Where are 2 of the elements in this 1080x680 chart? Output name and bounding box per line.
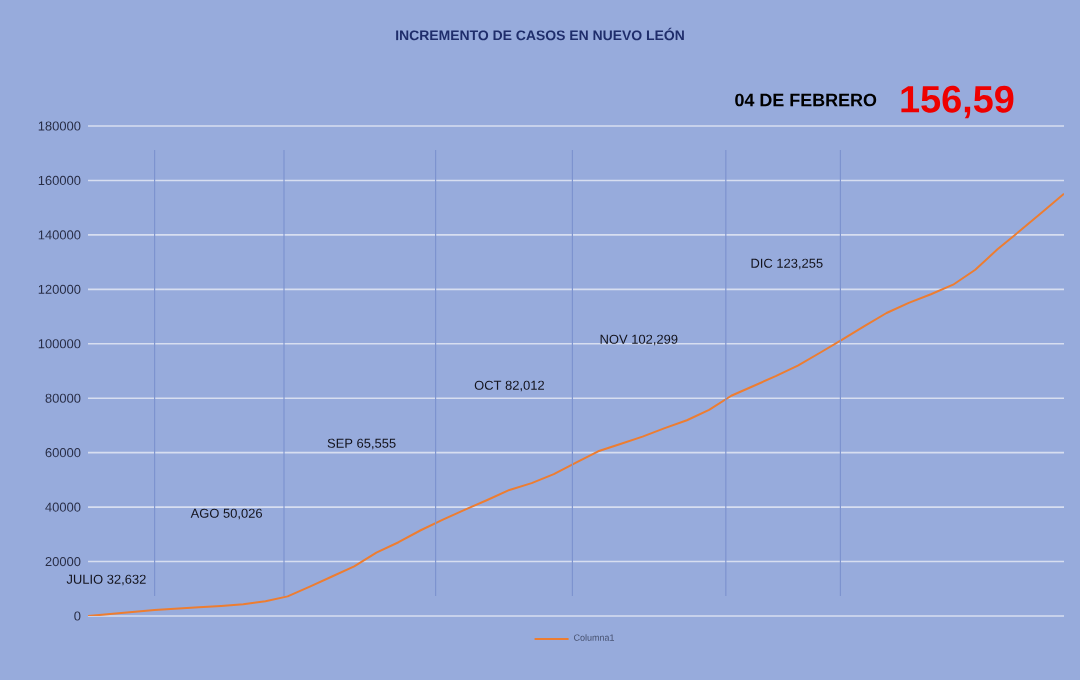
text: 156,59 <box>901 85 1014 119</box>
text: 04 DE FEBRERO <box>735 93 877 107</box>
